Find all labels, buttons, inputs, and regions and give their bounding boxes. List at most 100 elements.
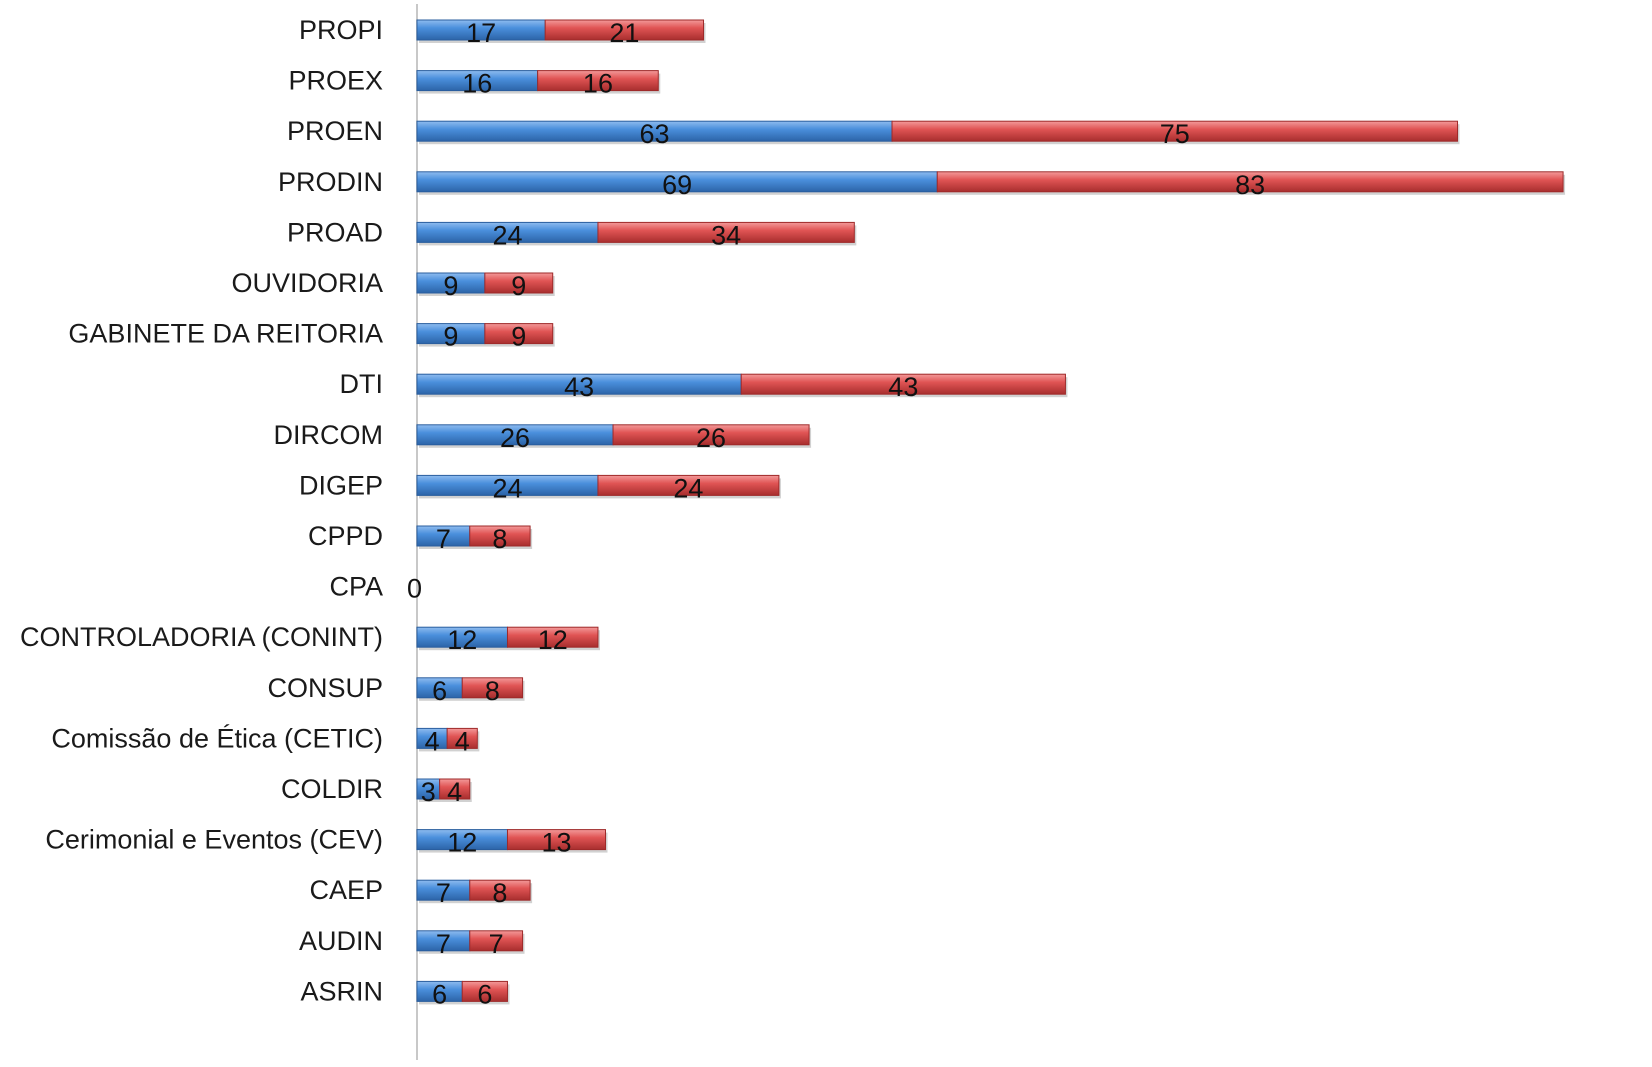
- bar-rect: [597, 221, 855, 243]
- bar-segment-dti-s2: [740, 373, 1068, 398]
- bar-rect: [484, 323, 554, 345]
- data-label-consup-s2: 8: [485, 676, 500, 706]
- data-label-asrin-s1: 6: [432, 979, 447, 1009]
- bar-segment-proen-s1: [416, 120, 895, 145]
- data-label-cppd-s1: 7: [436, 524, 451, 554]
- bar-segment-coldir-s2: [439, 778, 472, 802]
- data-label-caep-s1: 7: [436, 878, 451, 908]
- bar-rect: [597, 474, 780, 496]
- bar-segment-cerimonial-e-eventos-cev-s1: [416, 829, 510, 853]
- category-label-proad: PROAD: [287, 217, 383, 247]
- data-label-digep-s1: 24: [492, 473, 522, 503]
- category-label-ouvidoria: OUVIDORIA: [231, 268, 383, 298]
- category-label-controladoria-conint: CONTROLADORIA (CONINT): [20, 622, 383, 652]
- bar-segment-ouvidoria-s1: [416, 272, 487, 296]
- category-label-cpa: CPA: [329, 572, 383, 602]
- data-label-proex-s1: 16: [462, 69, 492, 99]
- bar-segment-cppd-s1: [416, 525, 472, 549]
- data-label-propi-s1: 17: [466, 18, 496, 48]
- bar-segment-comiss-o-de-tica-cetic-s2: [446, 727, 480, 752]
- bar-rect: [469, 879, 531, 901]
- bar-segment-proex-s1: [416, 70, 540, 94]
- bar-segment-consup-s1: [416, 677, 465, 701]
- bar-segment-controladoria-conint-s1: [416, 626, 510, 651]
- bar-rect: [446, 727, 478, 749]
- bar-segment-prodin-s2: [936, 171, 1566, 195]
- data-label-cerimonial-e-eventos-cev-s2: 13: [541, 828, 571, 858]
- data-label-ouvidoria-s1: 9: [443, 271, 458, 301]
- data-label-comiss-o-de-tica-cetic-s1: 4: [425, 726, 440, 756]
- data-label-dti-s2: 43: [888, 372, 918, 402]
- category-label-dti: DTI: [340, 369, 384, 399]
- data-label-coldir-s1: 3: [421, 777, 436, 807]
- data-label-cppd-s2: 8: [492, 524, 507, 554]
- category-label-cppd: CPPD: [308, 521, 383, 551]
- category-label-propi: PROPI: [299, 15, 383, 45]
- bar-rect: [484, 272, 554, 294]
- data-label-prodin-s1: 69: [662, 170, 692, 200]
- bar-rect: [506, 626, 599, 648]
- data-label-audin-s1: 7: [436, 929, 451, 959]
- data-label-consup-s1: 6: [432, 676, 447, 706]
- bar-segment-dircom-s2: [612, 424, 812, 448]
- data-label-dti-s1: 43: [564, 372, 594, 402]
- data-label-dircom-s1: 26: [500, 423, 530, 453]
- data-label-gabinete-da-reitoria-s1: 9: [443, 322, 458, 352]
- bar-segment-gabinete-da-reitoria-s2: [484, 323, 555, 347]
- data-label-prodin-s2: 83: [1235, 170, 1265, 200]
- bar-segment-proad-s1: [416, 221, 600, 246]
- category-label-audin: AUDIN: [299, 926, 383, 956]
- bar-segment-propi-s1: [416, 19, 548, 43]
- data-label-controladoria-conint-s2: 12: [538, 625, 568, 655]
- zero-value-label: 0: [407, 574, 422, 604]
- bar-segment-audin-s1: [416, 930, 472, 954]
- bar-segment-coldir-s1: [416, 778, 442, 802]
- bars-layer: [416, 19, 1566, 1005]
- bar-segment-asrin-s1: [416, 980, 465, 1005]
- data-label-proen-s1: 63: [639, 119, 669, 149]
- bar-segment-digep-s1: [416, 474, 600, 499]
- category-label-consup: CONSUP: [267, 673, 383, 703]
- bar-segment-cerimonial-e-eventos-cev-s2: [506, 829, 608, 853]
- data-label-ouvidoria-s2: 9: [511, 271, 526, 301]
- bar-rect: [461, 677, 524, 699]
- bar-rect: [891, 120, 1459, 142]
- category-label-proen: PROEN: [287, 116, 383, 146]
- bar-rect: [469, 930, 524, 952]
- bar-rect: [461, 980, 508, 1002]
- data-label-propi-s2: 21: [609, 18, 639, 48]
- bar-rect: [612, 424, 810, 446]
- data-label-asrin-s2: 6: [477, 979, 492, 1009]
- bar-segment-ouvidoria-s2: [484, 272, 555, 296]
- data-label-caep-s2: 8: [492, 878, 507, 908]
- bar-segment-gabinete-da-reitoria-s1: [416, 323, 487, 347]
- bar-segment-proad-s2: [597, 221, 857, 246]
- data-label-proen-s2: 75: [1160, 119, 1190, 149]
- bar-rect: [469, 525, 531, 547]
- category-label-cerimonial-e-eventos-cev: Cerimonial e Eventos (CEV): [45, 825, 383, 855]
- bar-segment-controladoria-conint-s2: [506, 626, 600, 651]
- bar-segment-proen-s2: [891, 120, 1460, 145]
- bar-rect: [740, 373, 1066, 395]
- data-label-audin-s2: 7: [489, 929, 504, 959]
- data-label-proad-s1: 24: [492, 220, 522, 250]
- data-label-comiss-o-de-tica-cetic-s2: 4: [455, 726, 470, 756]
- bar-segment-propi-s2: [544, 19, 706, 43]
- bar-rect: [439, 778, 471, 800]
- bar-rect: [544, 19, 705, 41]
- bar-segment-dircom-s1: [416, 424, 616, 448]
- category-label-coldir: COLDIR: [281, 774, 383, 804]
- bar-rect: [936, 171, 1564, 193]
- category-label-prodin: PRODIN: [278, 167, 383, 197]
- bar-segment-caep-s2: [469, 879, 533, 904]
- data-label-cerimonial-e-eventos-cev-s1: 12: [447, 828, 477, 858]
- category-label-digep: DIGEP: [299, 470, 383, 500]
- bar-segment-audin-s2: [469, 930, 525, 954]
- category-label-dircom: DIRCOM: [274, 420, 384, 450]
- category-label-asrin: ASRIN: [300, 976, 383, 1006]
- data-label-digep-s2: 24: [673, 473, 703, 503]
- bar-segment-comiss-o-de-tica-cetic-s1: [416, 727, 450, 752]
- data-label-proad-s2: 34: [711, 220, 741, 250]
